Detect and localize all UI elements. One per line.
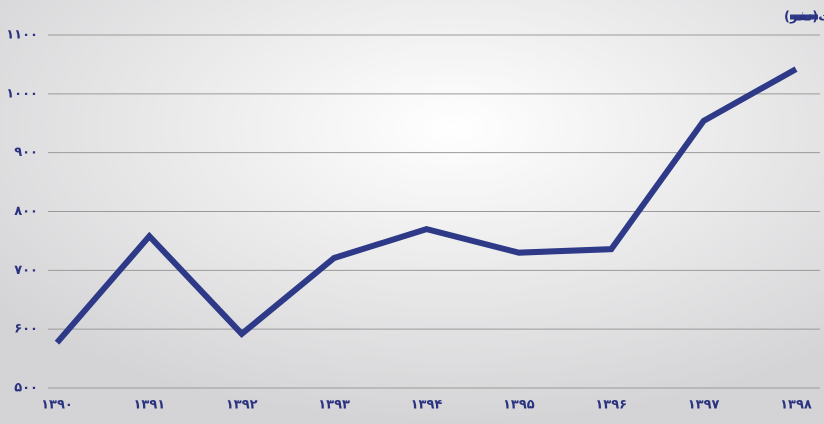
x-tick-label: ۱۳۹۲ — [226, 398, 258, 413]
y-tick-label: ۱۰۰۰ — [6, 86, 38, 101]
x-tick-label: ۱۳۹۳ — [318, 398, 350, 413]
y-tick-label: ۹۰۰ — [14, 145, 38, 160]
x-tick-label: ۱۳۹۰ — [41, 398, 73, 413]
y-tick-label: ۵۰۰ — [14, 381, 38, 396]
x-tick-label: ۱۳۹۴ — [411, 398, 443, 413]
x-tick-label: ۱۳۹۵ — [503, 398, 535, 413]
x-tick-label: ۱۳۹۱ — [134, 398, 166, 413]
y-tick-label: ۸۰۰ — [14, 204, 38, 219]
y-tick-label: ۱۱۰۰ — [6, 28, 38, 43]
x-tick-label: ۱۳۹۶ — [595, 398, 627, 413]
legend-label: نسبت پرونده‌های جعل سرقت و کلاهبرداری به… — [784, 10, 824, 25]
x-tick-label: ۱۳۹۷ — [688, 398, 720, 413]
data-line — [54, 66, 798, 345]
x-tick-label: ۱۳۹۸ — [780, 398, 812, 413]
y-tick-label: ۷۰۰ — [14, 263, 38, 278]
y-tick-label: ۶۰۰ — [14, 322, 38, 337]
